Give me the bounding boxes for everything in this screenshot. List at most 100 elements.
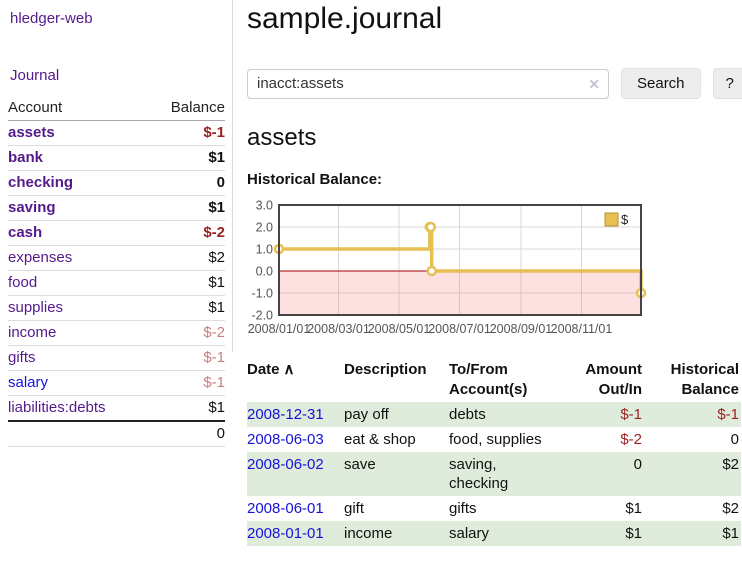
account-row: cash $-2 — [8, 220, 225, 246]
register-table: Date ∧ Description To/From Account(s) Amo… — [247, 358, 741, 546]
svg-text:2.0: 2.0 — [256, 221, 273, 235]
sort-ascending-icon: ∧ — [283, 361, 295, 378]
main-content: sample.journal ✕ Search ? assets Histori… — [233, 0, 742, 582]
svg-text:0.0: 0.0 — [256, 265, 273, 279]
account-row: salary $-1 — [8, 370, 225, 396]
account-link-cash[interactable]: cash — [8, 224, 43, 241]
historical-balance-chart: $3.0 2.0 1.0 0.0 -1.0 -2.0 2008/01/01 2008/03/0… — [247, 199, 742, 346]
register-cell-accounts: gifts — [449, 500, 477, 517]
account-balance: $1 — [147, 145, 225, 171]
svg-text:2008/01/01: 2008/01/01 — [248, 322, 311, 336]
account-balance: $-1 — [147, 120, 225, 146]
register-cell-amount: $-2 — [620, 431, 642, 448]
accounts-header-row: Account Balance — [8, 96, 225, 121]
svg-text:2008/05/01: 2008/05/01 — [368, 322, 431, 336]
svg-text:1.0: 1.0 — [256, 243, 273, 257]
chart-title: Historical Balance: — [247, 171, 383, 188]
svg-text:-2.0: -2.0 — [251, 309, 273, 323]
register-cell-amount: 0 — [633, 456, 642, 473]
sidebar-item-journal[interactable]: Journal — [10, 67, 60, 84]
account-link-liabilities-debts[interactable]: liabilities:debts — [8, 399, 106, 416]
register-header-row: Date ∧ Description To/From Account(s) Amo… — [247, 358, 741, 402]
accounts-header-balance: Balance — [147, 96, 225, 121]
account-balance: $1 — [147, 395, 225, 422]
search-input[interactable] — [247, 68, 609, 99]
account-link-expenses[interactable]: expenses — [8, 249, 73, 266]
account-link-supplies[interactable]: supplies — [8, 299, 64, 316]
register-cell-balance: $-1 — [717, 406, 739, 423]
register-row: 2008-06-03 eat & shop food, supplies $-2 0 — [247, 427, 741, 452]
transaction-date-link[interactable]: 2008-12-31 — [247, 406, 324, 423]
register-cell-date: 2008-12-31 — [247, 402, 344, 427]
account-link-assets[interactable]: assets — [8, 124, 55, 141]
account-row: checking 0 — [8, 170, 225, 196]
chart-canvas: $3.0 2.0 1.0 0.0 -1.0 -2.02008/01/012008/03/0… — [248, 199, 647, 336]
register-header-accounts: To/From Account(s) — [449, 361, 528, 398]
transaction-date-link[interactable]: 2008-06-03 — [247, 431, 324, 448]
svg-text:$: $ — [621, 212, 629, 227]
register-row: 2008-12-31 pay off debts $-1 $-1 — [247, 402, 741, 427]
register-cell-accounts: food, supplies — [449, 431, 542, 448]
transaction-date-link[interactable]: 2008-06-02 — [247, 456, 324, 473]
register-cell-description: gift — [344, 500, 365, 517]
register-cell-amount: $-1 — [620, 406, 642, 423]
account-link-income[interactable]: income — [8, 324, 57, 341]
brand-link[interactable]: hledger-web — [10, 10, 93, 27]
account-balance: $-1 — [147, 345, 225, 371]
account-balance: $-2 — [147, 220, 225, 246]
account-balance: $2 — [147, 245, 225, 271]
sidebar: hledger-web Journal Account Balance asse… — [0, 0, 233, 582]
register-header-description: Description — [344, 361, 427, 378]
register-row: 2008-01-01 income salary $1 $1 — [247, 521, 741, 546]
account-balance: 0 — [147, 170, 225, 196]
account-link-saving[interactable]: saving — [8, 199, 56, 216]
register-header-balance: Historical Balance — [670, 361, 739, 398]
register-header-date[interactable]: Date ∧ — [247, 361, 295, 378]
account-balance: $-1 — [147, 370, 225, 396]
page-title: sample.journal — [247, 2, 443, 35]
account-row: saving $1 — [8, 195, 225, 221]
register-cell-date: 2008-01-01 — [247, 521, 344, 546]
register-cell-date: 2008-06-01 — [247, 496, 344, 521]
account-link-gifts[interactable]: gifts — [8, 349, 36, 366]
register-header-amount: Amount Out/In — [585, 361, 642, 398]
svg-text:3.0: 3.0 — [256, 199, 273, 213]
accounts-table: Account Balance assets $-1 bank $1 checking 0… — [8, 96, 225, 447]
account-row: supplies $1 — [8, 295, 225, 321]
account-link-bank[interactable]: bank — [8, 149, 44, 166]
svg-text:2008/07/01: 2008/07/01 — [428, 322, 491, 336]
account-row: food $1 — [8, 270, 225, 296]
register-cell-description: save — [344, 456, 376, 473]
account-balance: $1 — [147, 195, 225, 221]
register-cell-accounts: salary — [449, 525, 490, 542]
svg-text:-1.0: -1.0 — [251, 287, 273, 301]
clear-search-icon[interactable]: ✕ — [588, 75, 600, 92]
transaction-date-link[interactable]: 2008-06-01 — [247, 500, 324, 517]
register-row: 2008-06-01 gift gifts $1 $2 — [247, 496, 741, 521]
account-balance: $-2 — [147, 320, 225, 346]
search-button[interactable]: Search — [621, 68, 701, 99]
account-row: bank $1 — [8, 145, 225, 171]
register-cell-description: eat & shop — [344, 431, 416, 448]
transaction-date-link[interactable]: 2008-01-01 — [247, 525, 324, 542]
register-cell-balance: $2 — [722, 500, 739, 517]
account-link-checking[interactable]: checking — [8, 174, 74, 191]
register-cell-amount: $1 — [625, 500, 642, 517]
account-balance: $1 — [147, 295, 225, 321]
accounts-total-value: 0 — [147, 420, 225, 447]
account-row: assets $-1 — [8, 120, 225, 146]
svg-text:2008/11/01: 2008/11/01 — [551, 322, 613, 336]
register-cell-date: 2008-06-02 — [247, 452, 344, 496]
account-link-food[interactable]: food — [8, 274, 38, 291]
accounts-total-row: 0 — [8, 420, 225, 447]
register-cell-accounts: debts — [449, 406, 486, 423]
help-button[interactable]: ? — [712, 68, 742, 99]
search-bar: ✕ Search ? — [247, 68, 742, 99]
register-cell-accounts: saving, checking — [449, 456, 509, 492]
register-cell-description: income — [344, 525, 393, 542]
account-row: expenses $2 — [8, 245, 225, 271]
account-link-salary[interactable]: salary — [8, 374, 49, 391]
account-row: gifts $-1 — [8, 345, 225, 371]
register-cell-balance: $2 — [722, 456, 739, 473]
